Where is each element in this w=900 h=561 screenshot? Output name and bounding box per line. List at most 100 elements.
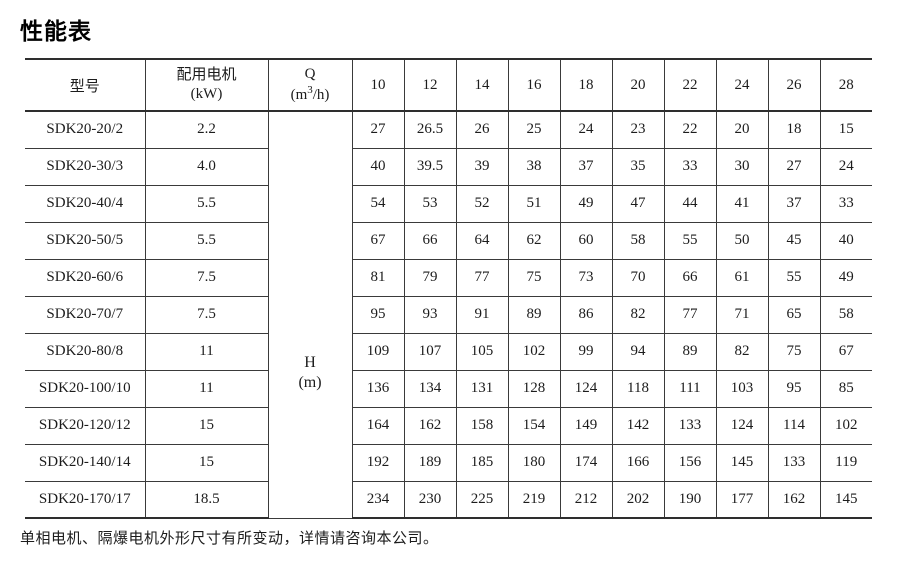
head-value-cell: 219 [507,480,561,519]
head-value-cell: 64 [455,221,509,260]
head-value-cell: 41 [715,184,769,223]
footnote: 单相电机、隔爆电机外形尺寸有所变动，详情请咨询本公司。 [20,531,439,547]
head-value-cell: 71 [715,295,769,334]
motor-kw-label: 配用电机 (kW) [176,67,237,102]
column-header-flow-value: 24 [715,58,769,112]
head-value-cell: 180 [507,443,561,482]
head-value-cell: 133 [767,443,821,482]
head-value-cell: 190 [663,480,717,519]
motor-kw-cell: 7.5 [144,295,269,334]
table-row: SDK20-100/10 11 136 134 131 128 124 118 111 103 95… [25,369,872,408]
head-value-cell: 30 [715,147,769,186]
head-value-cell: 107 [403,332,457,371]
head-value-cell: 91 [455,295,509,334]
model-cell: SDK20-30/3 [25,147,146,186]
head-value-cell: 192 [351,443,405,482]
head-value-cell: 124 [559,369,613,408]
head-value-cell: 162 [403,406,457,445]
head-value-cell: 82 [611,295,665,334]
head-value-cell: 133 [663,406,717,445]
head-value-cell: 45 [767,221,821,260]
head-value-cell: 38 [507,147,561,186]
head-value-cell: 82 [715,332,769,371]
head-value-cell: 158 [455,406,509,445]
column-header-flow-value: 20 [611,58,665,112]
column-header-model: 型号 [25,58,146,112]
head-value-cell: 177 [715,480,769,519]
header-row: 型号 配用电机 (kW) Q (m3/h) 10 12 14 16 18 20 22 24 26… [25,58,872,112]
head-value-cell: 54 [351,184,405,223]
column-header-flow-value: 26 [767,58,821,112]
head-value-cell: 136 [351,369,405,408]
column-header-flow-value: 18 [559,58,613,112]
motor-kw-cell: 15 [144,443,269,482]
table-row: SDK20-120/12 15 164 162 158 154 149 142 133 124 11… [25,406,872,445]
head-value-cell: 75 [767,332,821,371]
head-value-cell: 37 [767,184,821,223]
model-cell: SDK20-80/8 [25,332,146,371]
head-value-cell: 102 [819,406,872,445]
head-value-cell: 149 [559,406,613,445]
head-value-cell: 102 [507,332,561,371]
model-cell: SDK20-60/6 [25,258,146,297]
head-value-cell: 145 [715,443,769,482]
head-value-cell: 26.5 [403,110,457,149]
head-value-cell: 77 [455,258,509,297]
table-row: SDK20-170/17 18.5 234 230 225 219 212 202 190 177… [25,480,872,519]
column-header-flow-value: 22 [663,58,717,112]
column-header-flow-value: 10 [351,58,405,112]
motor-kw-cell: 18.5 [144,480,269,519]
head-value-cell: 40 [351,147,405,186]
motor-kw-cell: 11 [144,332,269,371]
head-value-cell: 47 [611,184,665,223]
motor-kw-cell: 15 [144,406,269,445]
head-value-cell: 60 [559,221,613,260]
model-cell: SDK20-170/17 [25,480,146,519]
head-value-cell: 75 [507,258,561,297]
head-value-cell: 55 [663,221,717,260]
head-value-cell: 86 [559,295,613,334]
head-value-cell: 37 [559,147,613,186]
motor-kw-cell: 2.2 [144,110,269,149]
head-value-cell: 40 [819,221,872,260]
head-value-cell: 124 [715,406,769,445]
head-value-cell: 58 [819,295,872,334]
head-value-cell: 24 [559,110,613,149]
table-row: SDK20-70/7 7.5 95 93 91 89 86 82 77 71 65 58 [25,295,872,334]
head-value-cell: 95 [767,369,821,408]
table-header: 型号 配用电机 (kW) Q (m3/h) 10 12 14 16 18 20 22 24 26… [25,58,872,112]
head-value-cell: 23 [611,110,665,149]
table-row: SDK20-140/14 15 192 189 185 180 174 166 156 145 13… [25,443,872,482]
head-value-cell: 103 [715,369,769,408]
head-value-cell: 33 [663,147,717,186]
flow-q-label: Q (m3/h) [269,65,351,105]
head-value-cell: 66 [663,258,717,297]
head-value-cell: 119 [819,443,872,482]
head-value-cell: 189 [403,443,457,482]
performance-table: 型号 配用电机 (kW) Q (m3/h) 10 12 14 16 18 20 22 24 26… [25,58,872,519]
head-value-cell: 62 [507,221,561,260]
head-value-cell: 109 [351,332,405,371]
head-value-cell: 18 [767,110,821,149]
table-row: SDK20-50/5 5.5 67 66 64 62 60 58 55 50 45 40 [25,221,872,260]
head-value-cell: 99 [559,332,613,371]
table-row: SDK20-20/2 2.2 H (m) 27 26.5 26 25 24 23 22 20 18 15 [25,110,872,519]
head-value-cell: 79 [403,258,457,297]
model-cell: SDK20-140/14 [25,443,146,482]
head-value-cell: 67 [819,332,872,371]
model-cell: SDK20-70/7 [25,295,146,334]
head-value-cell: 128 [507,369,561,408]
head-value-cell: 154 [507,406,561,445]
head-value-cell: 166 [611,443,665,482]
head-value-cell: 94 [611,332,665,371]
head-value-cell: 39 [455,147,509,186]
head-value-cell: 156 [663,443,717,482]
model-cell: SDK20-120/12 [25,406,146,445]
table-row: SDK20-30/3 4.0 40 39.5 39 38 37 35 33 30 27 24 [25,147,872,186]
head-value-cell: 50 [715,221,769,260]
head-label: H (m) [298,353,322,391]
head-value-cell: 131 [455,369,509,408]
head-value-cell: 202 [611,480,665,519]
head-value-cell: 66 [403,221,457,260]
head-value-cell: 225 [455,480,509,519]
